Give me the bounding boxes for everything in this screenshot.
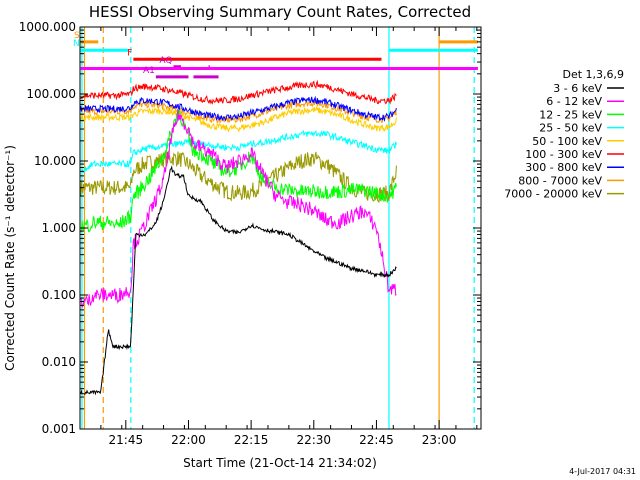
y-tick-label: 0.001	[42, 422, 76, 436]
x-tick-label: 21:45	[109, 433, 144, 447]
series-line-4	[80, 105, 397, 133]
chart-title: HESSI Observing Summary Count Rates, Cor…	[89, 3, 471, 21]
plot-area: SN F AQ A1 1000.000 100.000 10.000 1.000 0.100 0.…	[19, 20, 482, 447]
series-line-2	[80, 109, 397, 233]
series-line-5	[80, 79, 397, 105]
y-tick-label: 100.000	[26, 87, 76, 101]
legend-label-7: 800 - 7000 keV	[518, 174, 602, 187]
series-line-3	[80, 129, 397, 174]
flag-label-1: N	[73, 39, 80, 49]
series-group	[80, 79, 397, 396]
y-tick-label: 1.000	[42, 221, 76, 235]
y-tick-label: 10.000	[34, 154, 76, 168]
legend-label-3: 25 - 50 keV	[539, 122, 602, 135]
y-tick-label: 0.010	[42, 355, 76, 369]
legend-label-6: 300 - 800 keV	[525, 161, 602, 174]
x-tick-label: 22:30	[296, 433, 331, 447]
x-tick-label: 22:45	[359, 433, 394, 447]
y-axis-label: Corrected Count Rate (s⁻¹ detector⁻¹)	[3, 145, 17, 371]
series-line-8	[80, 150, 397, 204]
date-stamp: 4-Jul-2017 04:31	[569, 467, 636, 476]
y-tick-label: 1000.000	[19, 20, 76, 34]
series-line-1	[80, 108, 397, 308]
legend-label-0: 3 - 6 keV	[553, 82, 602, 95]
x-tick-label: 23:00	[422, 433, 457, 447]
legend-label-4: 50 - 100 keV	[532, 135, 602, 148]
x-axis-label: Start Time (21-Oct-14 21:34:02)	[183, 456, 377, 470]
x-tick-label: 22:00	[171, 433, 206, 447]
flag-label-2: F	[127, 48, 132, 58]
legend-label-2: 12 - 25 keV	[539, 108, 602, 121]
series-line-6	[80, 95, 397, 122]
legend-title: Det 1,3,6,9	[562, 68, 624, 81]
flag-label-0: S	[74, 31, 80, 41]
legend-label-1: 6 - 12 keV	[546, 95, 602, 108]
flag-label-5: A1	[143, 66, 155, 76]
y-tick-label: 0.100	[42, 288, 76, 302]
flag-label-3: AQ	[159, 56, 172, 66]
legend-label-8: 7000 - 20000 keV	[504, 188, 602, 201]
x-tick-label: 22:15	[234, 433, 269, 447]
series-line-0	[80, 165, 397, 396]
legend-label-5: 100 - 300 keV	[525, 148, 602, 161]
